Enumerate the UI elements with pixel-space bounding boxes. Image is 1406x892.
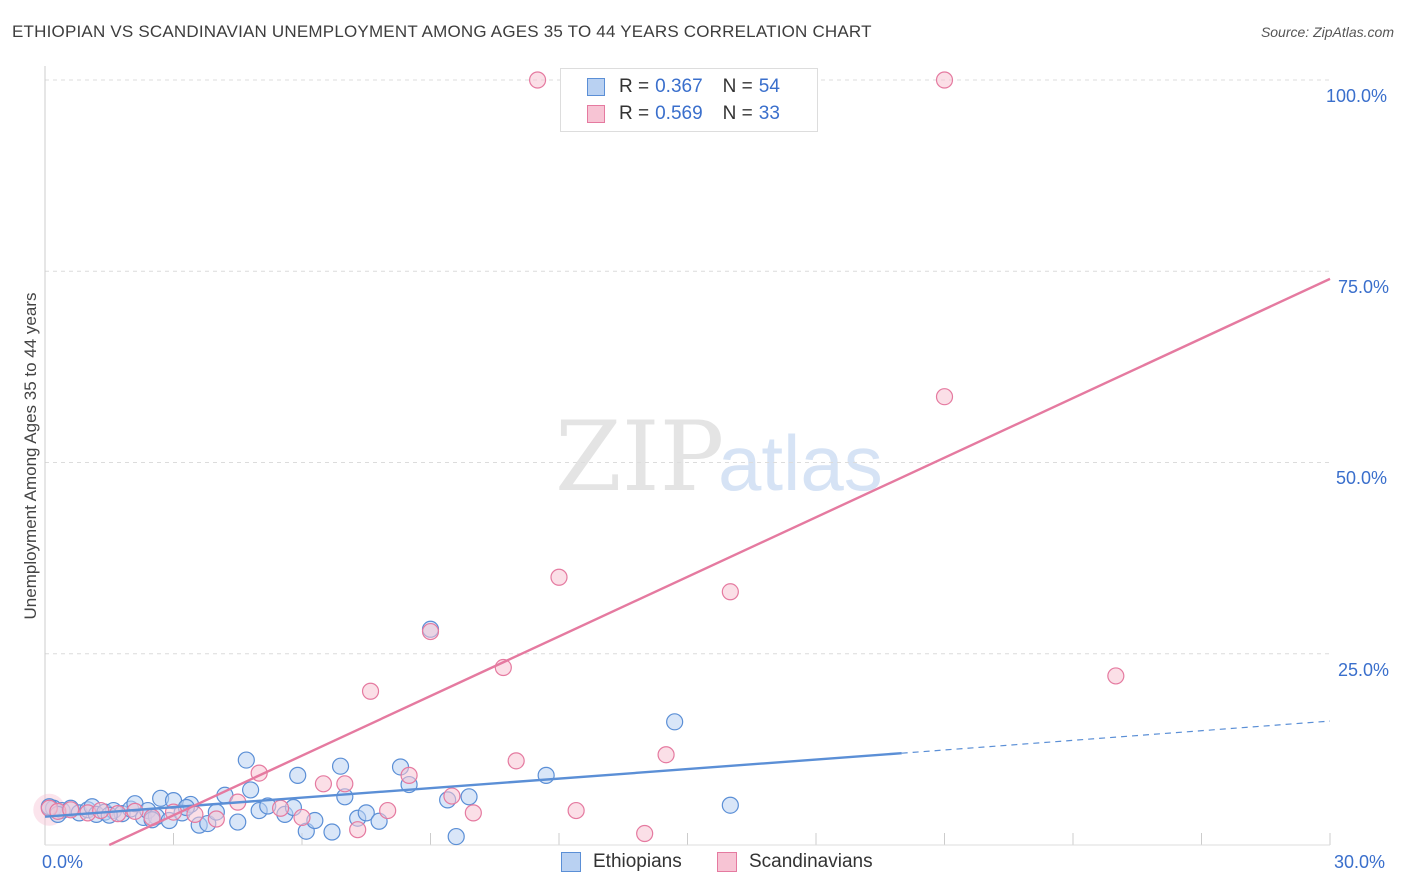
ethiopians-point-26 (242, 781, 260, 799)
ethiopians-legend-label: Ethiopians (593, 851, 682, 872)
ethiopians-point-45 (460, 788, 478, 806)
ethiopians-trend-line (44, 752, 902, 818)
scandinavians-point-28 (636, 824, 654, 843)
data-points (33, 71, 1125, 846)
ethiopians-point-31 (289, 766, 307, 784)
scandinavians-point-32 (1107, 667, 1125, 685)
grid-lines (44, 79, 1331, 845)
series-legend-scandinavians[interactable]: Scandinavians (717, 851, 873, 873)
r-label: R = (619, 76, 650, 97)
y-tick-100: 100.0% (1326, 86, 1388, 106)
y-tick-75: 75.0% (1338, 277, 1390, 297)
source-credit: Source: ZipAtlas.com (1260, 24, 1394, 40)
n-label: N = (722, 103, 753, 124)
scandinavians-outlier-1 (935, 71, 954, 89)
scandinavians-point-31 (935, 388, 954, 406)
scandinavians-n-value: 33 (758, 103, 780, 124)
ethiopians-point-47 (666, 713, 684, 731)
ethiopians-point-35 (331, 757, 350, 775)
legend-row-scandinavians: R = 0.569 N = 33 (587, 101, 780, 127)
scandinavians-point-10 (207, 810, 225, 828)
scandinavians-outlier-0 (528, 71, 547, 89)
legend-row-ethiopians: R = 0.367 N = 54 (587, 74, 780, 100)
scandinavians-legend-swatch (717, 852, 737, 872)
scandinavians-point-23 (464, 804, 482, 822)
ethiopians-point-38 (357, 804, 375, 822)
ethiopians-point-48 (721, 796, 739, 814)
scandinavians-point-27 (567, 801, 585, 820)
x-tick-max: 30.0% (1334, 852, 1386, 872)
ethiopians-trend-extension (901, 720, 1331, 754)
ethiopians-r-value: 0.367 (655, 76, 703, 97)
scandinavians-point-20 (400, 766, 418, 784)
scandinavians-point-15 (314, 775, 333, 793)
correlation-legend: R = 0.367 N = 54 R = 0.569 N = 33 (560, 68, 818, 132)
scandinavians-point-14 (293, 808, 311, 827)
r-label: R = (619, 103, 650, 124)
scandinavians-point-4 (92, 801, 110, 820)
scandinavians-point-30 (721, 583, 739, 601)
ethiopians-point-24 (229, 813, 247, 831)
n-label: N = (722, 76, 753, 97)
scandinavians-point-22 (443, 787, 461, 805)
y-tick-25: 25.0% (1338, 660, 1390, 680)
trend-lines (44, 277, 1331, 847)
ethiopians-legend-swatch (561, 852, 581, 872)
scandinavians-point-16 (336, 775, 354, 793)
ethiopians-point-34 (323, 823, 341, 841)
y-axis-label: Unemployment Among Ages 35 to 44 years (21, 292, 40, 620)
ethiopians-swatch (587, 78, 605, 96)
scandinavians-point-13 (271, 799, 290, 817)
scandinavians-point-17 (349, 821, 367, 839)
scandinavians-point-18 (361, 682, 380, 700)
scandinavians-point-29 (657, 746, 675, 764)
scandinavians-swatch (587, 105, 605, 123)
ethiopians-n-value: 54 (758, 76, 780, 97)
scandinavians-point-25 (507, 752, 525, 770)
watermark-zip: ZIP (555, 401, 724, 513)
axes (44, 66, 1330, 846)
ethiopians-point-25 (237, 751, 255, 769)
y-tick-50: 50.0% (1336, 468, 1388, 488)
scandinavians-point-26 (550, 568, 568, 586)
series-legend-ethiopians[interactable]: Ethiopians (561, 851, 682, 873)
watermark: ZIP atlas (555, 401, 883, 513)
ethiopians-point-44 (447, 827, 465, 846)
scandinavians-point-19 (379, 801, 397, 820)
scandinavians-trend-line (108, 277, 1331, 847)
scandinavians-legend-label: Scandinavians (749, 851, 873, 872)
chart-title: ETHIOPIAN VS SCANDINAVIAN UNEMPLOYMENT A… (12, 22, 872, 41)
scandinavians-r-value: 0.569 (655, 103, 703, 124)
scandinavians-point-21 (421, 622, 440, 641)
scandinavians-point-5 (109, 805, 127, 823)
x-tick-min: 0.0% (42, 852, 84, 872)
